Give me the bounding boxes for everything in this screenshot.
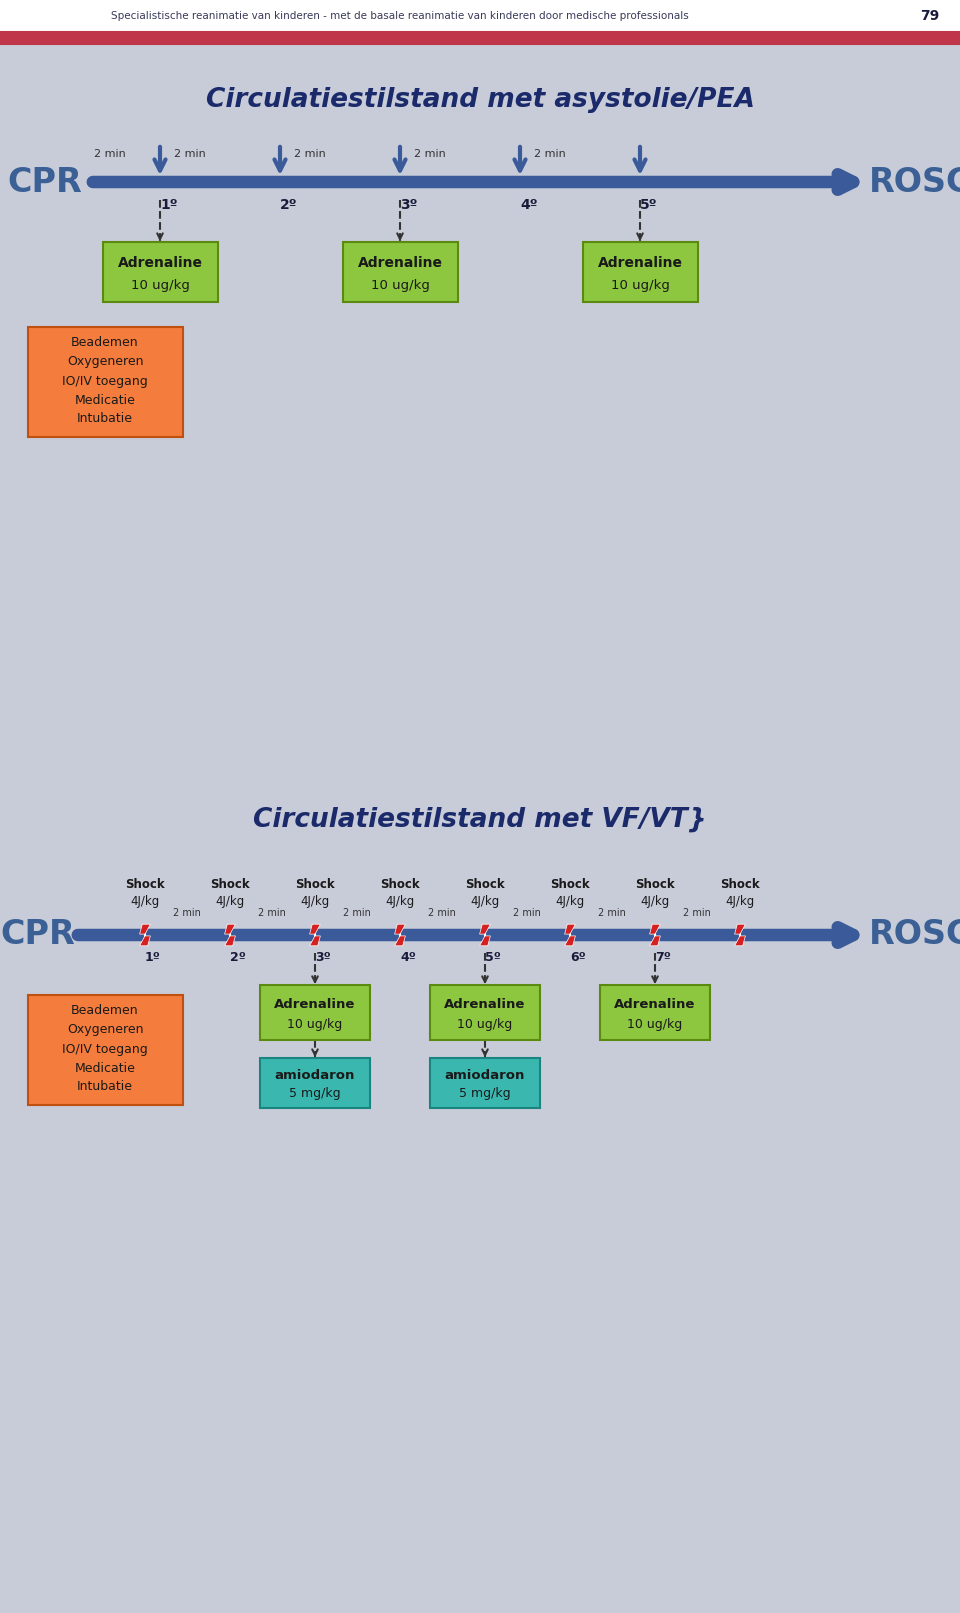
Text: Specialistische reanimatie van kinderen - met de basale reanimatie van kinderen : Specialistische reanimatie van kinderen …	[111, 11, 689, 21]
Text: 10 ug/kg: 10 ug/kg	[628, 1018, 683, 1031]
Text: 10 ug/kg: 10 ug/kg	[457, 1018, 513, 1031]
Text: Adrenaline: Adrenaline	[444, 998, 526, 1011]
FancyBboxPatch shape	[343, 242, 458, 302]
Text: 4J/kg: 4J/kg	[726, 895, 755, 908]
Polygon shape	[225, 924, 235, 945]
Text: Adrenaline: Adrenaline	[597, 256, 683, 269]
Text: Shock: Shock	[550, 879, 589, 892]
Polygon shape	[650, 924, 660, 945]
FancyBboxPatch shape	[103, 242, 218, 302]
Text: Beademen: Beademen	[71, 337, 139, 350]
Text: 10 ug/kg: 10 ug/kg	[131, 279, 189, 292]
Text: Beademen: Beademen	[71, 1005, 139, 1018]
Text: 2 min: 2 min	[94, 148, 126, 160]
Text: 4J/kg: 4J/kg	[640, 895, 670, 908]
Text: 10 ug/kg: 10 ug/kg	[371, 279, 429, 292]
Text: 5 mg/kg: 5 mg/kg	[289, 1087, 341, 1100]
FancyBboxPatch shape	[0, 32, 960, 44]
Text: Shock: Shock	[466, 879, 505, 892]
FancyBboxPatch shape	[28, 327, 183, 437]
Text: 4º: 4º	[400, 952, 416, 965]
Text: 79: 79	[921, 10, 940, 23]
Text: 10 ug/kg: 10 ug/kg	[287, 1018, 343, 1031]
Text: 3º: 3º	[400, 198, 418, 211]
Polygon shape	[480, 924, 491, 945]
Text: 2 min: 2 min	[294, 148, 325, 160]
Text: Medicatie: Medicatie	[75, 1061, 135, 1074]
Text: 4J/kg: 4J/kg	[131, 895, 159, 908]
Text: 4J/kg: 4J/kg	[215, 895, 245, 908]
Text: Intubatie: Intubatie	[77, 1081, 133, 1094]
FancyBboxPatch shape	[260, 1058, 370, 1108]
FancyBboxPatch shape	[430, 986, 540, 1040]
Text: 4J/kg: 4J/kg	[470, 895, 499, 908]
Text: Shock: Shock	[636, 879, 675, 892]
Text: 2º: 2º	[230, 952, 246, 965]
Text: 2 min: 2 min	[513, 908, 540, 918]
Text: 4J/kg: 4J/kg	[385, 895, 415, 908]
Polygon shape	[564, 924, 575, 945]
Text: 2 min: 2 min	[173, 908, 201, 918]
Text: amiodaron: amiodaron	[275, 1069, 355, 1082]
Text: 1º: 1º	[145, 952, 161, 965]
Text: 2 min: 2 min	[343, 908, 371, 918]
Text: CPR: CPR	[8, 166, 83, 198]
Text: Adrenaline: Adrenaline	[614, 998, 696, 1011]
Text: Shock: Shock	[125, 879, 165, 892]
Text: 5º: 5º	[640, 198, 658, 211]
Text: Adrenaline: Adrenaline	[275, 998, 356, 1011]
Text: IO/IV toegang: IO/IV toegang	[62, 374, 148, 387]
FancyBboxPatch shape	[0, 0, 960, 32]
Text: 10 ug/kg: 10 ug/kg	[611, 279, 669, 292]
Text: Circulatiestilstand met asystolie/PEA: Circulatiestilstand met asystolie/PEA	[205, 87, 755, 113]
Text: 2 min: 2 min	[174, 148, 205, 160]
Polygon shape	[309, 924, 321, 945]
Text: 2 min: 2 min	[598, 908, 626, 918]
Text: Adrenaline: Adrenaline	[357, 256, 443, 269]
FancyBboxPatch shape	[260, 986, 370, 1040]
Text: Oxygeneren: Oxygeneren	[67, 355, 143, 368]
Text: 2 min: 2 min	[428, 908, 456, 918]
Text: Oxygeneren: Oxygeneren	[67, 1024, 143, 1037]
Text: Circulatiestilstand met VF/VT}: Circulatiestilstand met VF/VT}	[253, 806, 707, 832]
Text: Shock: Shock	[210, 879, 250, 892]
Text: amiodaron: amiodaron	[444, 1069, 525, 1082]
Text: 7º: 7º	[655, 952, 671, 965]
Text: 4º: 4º	[520, 198, 538, 211]
Polygon shape	[139, 924, 151, 945]
FancyBboxPatch shape	[28, 995, 183, 1105]
Text: 2 min: 2 min	[534, 148, 565, 160]
FancyBboxPatch shape	[600, 986, 710, 1040]
Text: ROSC: ROSC	[869, 166, 960, 198]
Polygon shape	[395, 924, 405, 945]
Text: 5 mg/kg: 5 mg/kg	[459, 1087, 511, 1100]
Text: 6º: 6º	[570, 952, 586, 965]
Text: 2 min: 2 min	[684, 908, 711, 918]
Text: 4J/kg: 4J/kg	[300, 895, 329, 908]
Text: Medicatie: Medicatie	[75, 394, 135, 406]
Text: 5º: 5º	[485, 952, 501, 965]
Text: Shock: Shock	[380, 879, 420, 892]
FancyBboxPatch shape	[430, 1058, 540, 1108]
Text: Shock: Shock	[295, 879, 335, 892]
Text: 2 min: 2 min	[414, 148, 445, 160]
Polygon shape	[734, 924, 745, 945]
Text: 1º: 1º	[160, 198, 178, 211]
Text: 2º: 2º	[280, 198, 298, 211]
Text: 4J/kg: 4J/kg	[556, 895, 585, 908]
Text: CPR: CPR	[1, 918, 76, 952]
Text: Shock: Shock	[720, 879, 759, 892]
Text: ROSC: ROSC	[869, 918, 960, 952]
Text: 3º: 3º	[315, 952, 331, 965]
Text: 2 min: 2 min	[258, 908, 286, 918]
Text: IO/IV toegang: IO/IV toegang	[62, 1042, 148, 1055]
FancyBboxPatch shape	[583, 242, 698, 302]
Text: Intubatie: Intubatie	[77, 413, 133, 426]
Text: Adrenaline: Adrenaline	[117, 256, 203, 269]
